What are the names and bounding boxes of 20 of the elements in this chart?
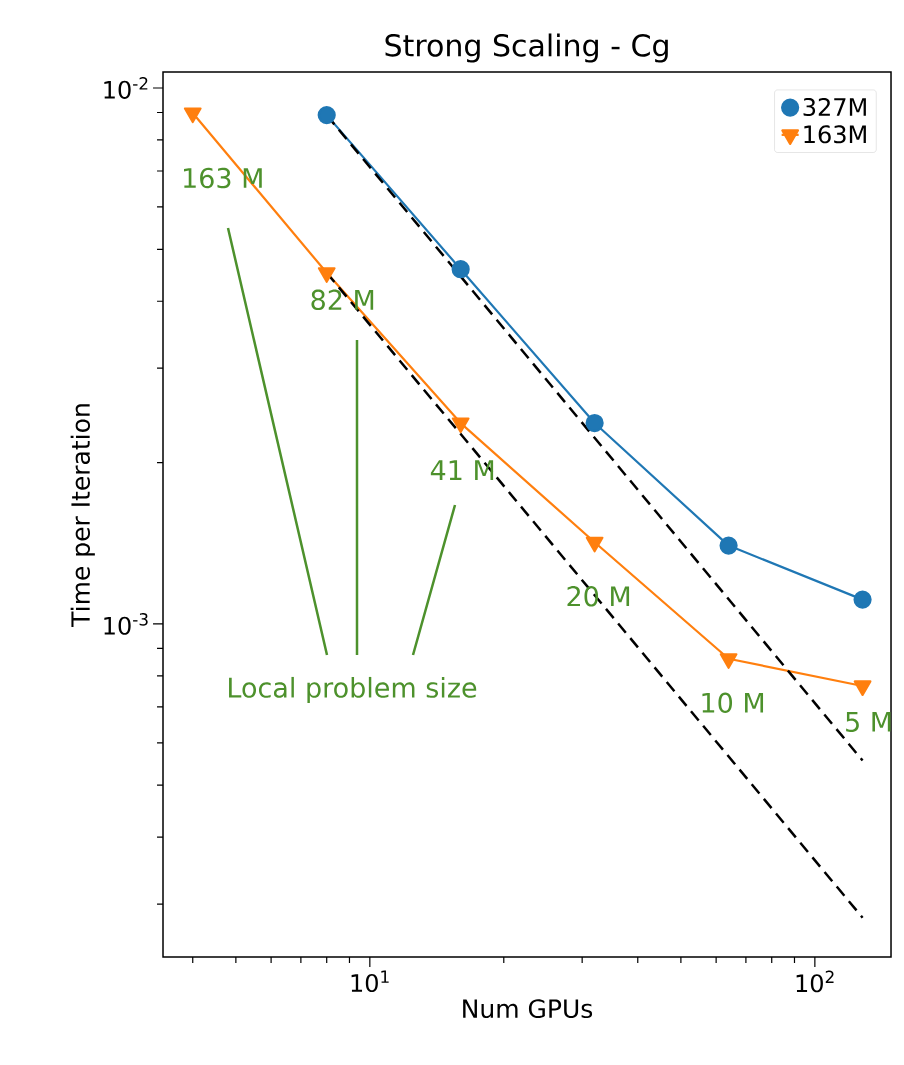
x-tick-label: 10$^{2}$ <box>796 970 834 993</box>
x-tick-label: 10$^{1}$ <box>351 970 389 993</box>
point <box>183 107 202 124</box>
annotation: 10 M <box>702 692 764 713</box>
point <box>451 417 470 434</box>
annotation: 20 M <box>567 586 630 607</box>
point <box>585 536 604 553</box>
chart-title: Strong Scaling - Cg <box>385 33 668 63</box>
y-axis-title: Time per Iteration <box>70 404 95 627</box>
legend-label: 327M <box>803 97 866 117</box>
annotation: 41 M <box>430 460 494 480</box>
x-axis-title: Num GPUs <box>463 999 593 1019</box>
point <box>317 267 336 283</box>
legend-label: 163M <box>804 125 866 144</box>
y-tick-label: 10$^{-2}$ <box>104 77 148 99</box>
annotation: 82 M <box>311 289 374 311</box>
y-tick-label: 10$^{-3}$ <box>104 612 148 635</box>
annotation: Local problem size <box>229 676 477 704</box>
point <box>853 680 872 697</box>
point <box>719 653 738 669</box>
